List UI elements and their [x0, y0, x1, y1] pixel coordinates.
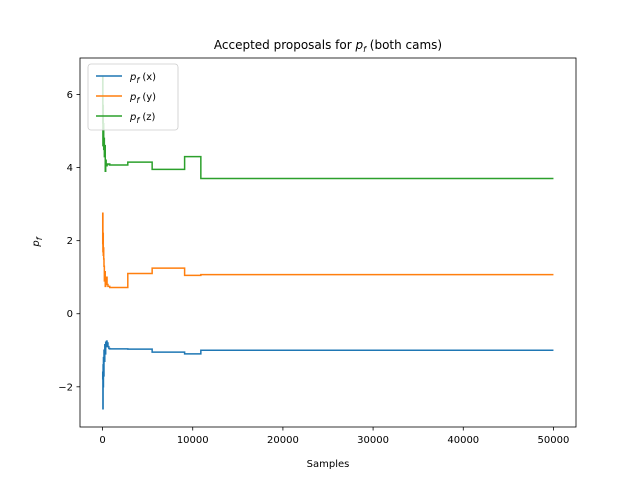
legend: pf (x) pf (y) pf (z) — [87, 63, 179, 131]
series-line-1 — [101, 340, 554, 410]
y-tick-label: 6 — [67, 90, 73, 101]
chart-title-sub: f — [363, 45, 367, 54]
chart-title-part1: Accepted proposals for — [214, 38, 356, 52]
x-axis-title: Samples — [307, 459, 350, 470]
legend-label: pf (z) — [129, 112, 156, 125]
y-tick-label: 4 — [67, 163, 73, 174]
chart-title-part2: (both cams) — [366, 38, 442, 52]
y-axis-title: pf — [31, 236, 44, 247]
x-tick-label: 30000 — [357, 435, 389, 446]
x-tick-label: 50000 — [538, 435, 570, 446]
series-line-2 — [101, 212, 554, 289]
legend-box — [87, 63, 179, 131]
y-tick-label: 0 — [67, 309, 73, 320]
y-tick-label: 2 — [67, 236, 73, 247]
x-tick-label: 10000 — [177, 435, 209, 446]
x-tick-label: 40000 — [447, 435, 479, 446]
x-tick-label: 0 — [99, 435, 105, 446]
x-tick-label: 20000 — [267, 435, 299, 446]
legend-label: pf (x) — [129, 72, 156, 85]
legend-label: pf (y) — [129, 92, 156, 105]
y-tick-label: −2 — [58, 382, 73, 393]
axes-frame — [79, 57, 577, 428]
chart-title: Accepted proposals for pf (both cams) — [214, 38, 442, 54]
chart-title-p: p — [355, 38, 364, 52]
